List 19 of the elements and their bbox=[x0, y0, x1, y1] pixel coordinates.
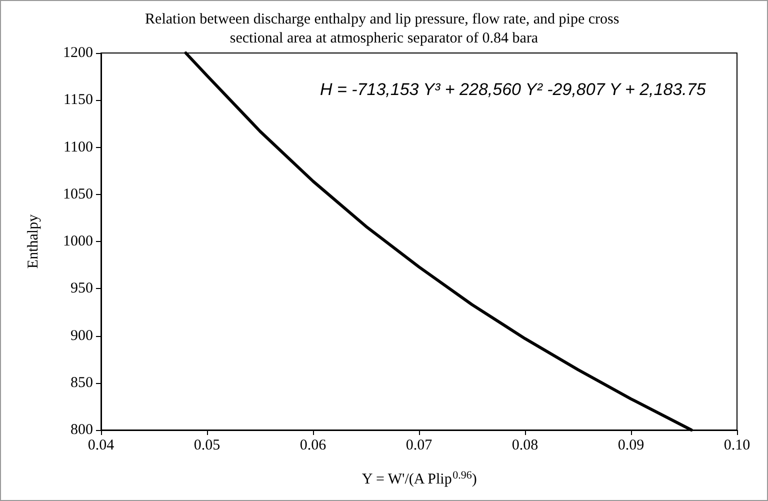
y-tick-label: 1150 bbox=[64, 92, 93, 108]
x-tick-label: 0.04 bbox=[88, 438, 115, 454]
y-tick-label: 1200 bbox=[63, 45, 93, 61]
chart-title: Relation between discharge enthalpy and lip pressure, flow rate, and pipe cross sectional area at atmospheric separator of 0.84 bara bbox=[145, 12, 623, 46]
x-tick-label: 0.09 bbox=[618, 438, 644, 454]
y-tick-label: 850 bbox=[70, 374, 93, 391]
y-tick-label: 900 bbox=[70, 328, 93, 344]
y-tick-label: 1000 bbox=[63, 234, 93, 250]
y-tick-label: 1050 bbox=[63, 186, 93, 202]
x-tick-label: 0.07 bbox=[406, 438, 433, 454]
x-tick-label: 0.08 bbox=[512, 438, 538, 454]
x-tick-label: 0.05 bbox=[194, 438, 220, 454]
y-tick-label: 800 bbox=[70, 422, 93, 438]
x-tick-label: 0.06 bbox=[300, 438, 327, 454]
y-tick-label: 950 bbox=[70, 280, 93, 297]
annotation: H = -713,153 Y³ + 228,560 Y² -29,807 Y + 2,183.75 bbox=[320, 80, 706, 99]
y-axis-title: Enthalpy bbox=[26, 214, 42, 269]
x-tick-label: 0.10 bbox=[724, 438, 750, 454]
y-tick-label: 1100 bbox=[64, 139, 93, 156]
